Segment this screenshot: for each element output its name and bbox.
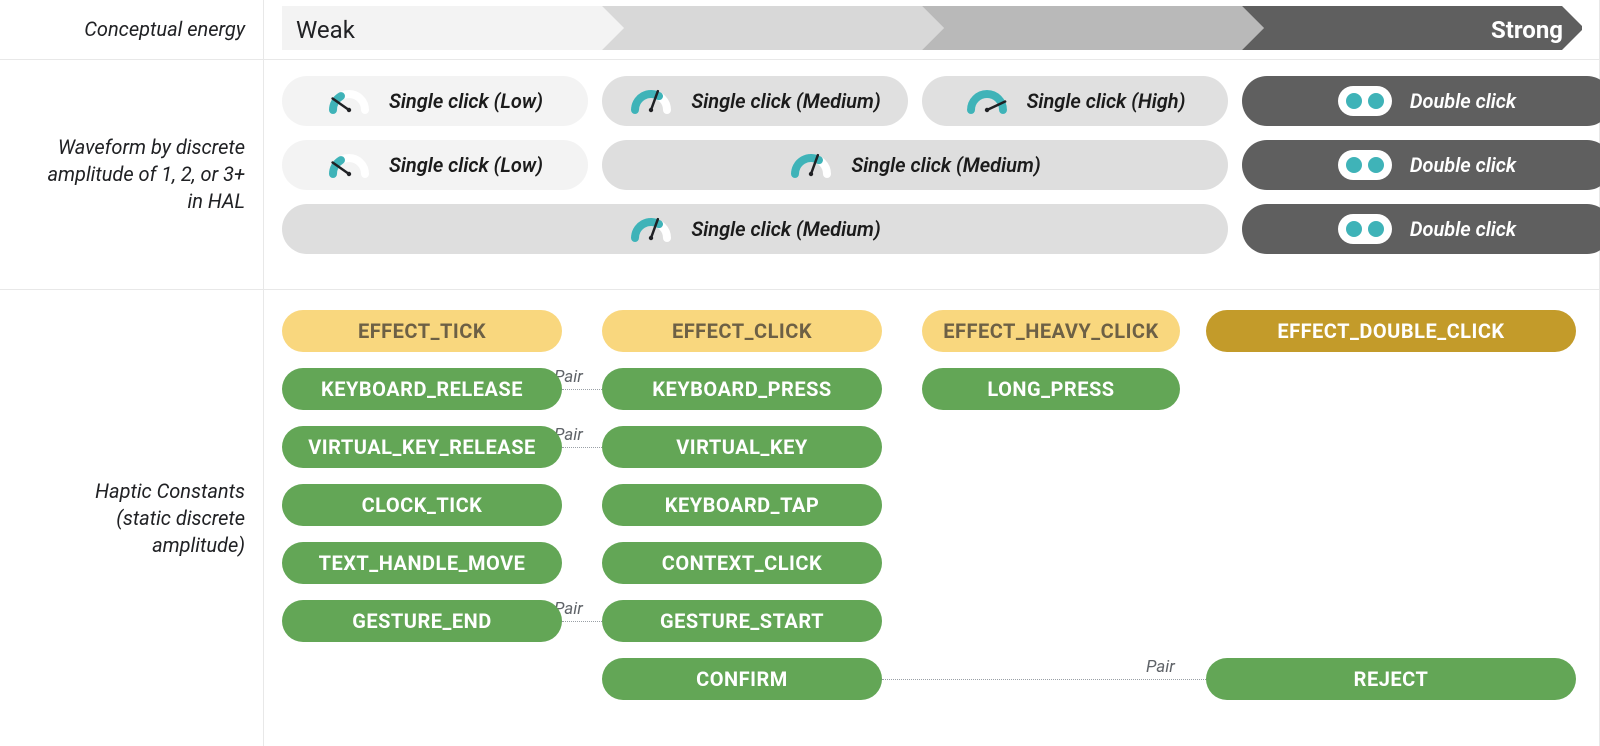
haptic-constant-pill: CONFIRM (602, 658, 882, 700)
scale-strong-label: Strong (1491, 8, 1563, 51)
gauge-icon (629, 86, 673, 116)
row-label-constants: Haptic Constants (static discrete amplit… (0, 290, 264, 746)
double-dots-icon (1338, 86, 1392, 116)
waveform-row: Single click (Medium) Double click (282, 204, 1581, 254)
pair-label: Pair (1146, 657, 1175, 677)
scale-weak-label: Weak (296, 8, 355, 51)
waveform-pill-high: Single click (High) (922, 76, 1228, 126)
waveform-pill-double: Double click (1242, 76, 1600, 126)
waveform-pill-double: Double click (1242, 204, 1600, 254)
gauge-icon (327, 150, 371, 180)
double-dots-icon (1338, 214, 1392, 244)
waveform-pill-label: Single click (Low) (389, 89, 543, 113)
gauge-icon (789, 150, 833, 180)
row-label-waveform-text: Waveform by discrete amplitude of 1, 2, … (36, 134, 245, 215)
waveform-pill-medium: Single click (Medium) (282, 204, 1228, 254)
energy-scale: Weak Strong (264, 0, 1600, 60)
waveform-pill-low: Single click (Low) (282, 76, 588, 126)
haptic-constant-pill: KEYBOARD_PRESS (602, 368, 882, 410)
waveform-pill-label: Double click (1410, 217, 1516, 241)
waveform-pill-label: Single click (Low) (389, 153, 543, 177)
waveform-pill-label: Single click (High) (1027, 89, 1186, 113)
haptic-constant-pill: VIRTUAL_KEY_RELEASE (282, 426, 562, 468)
gauge-icon (629, 214, 673, 244)
haptic-constant-pill: GESTURE_END (282, 600, 562, 642)
waveform-pill-label: Double click (1410, 89, 1516, 113)
row-label-constants-text: Haptic Constants (static discrete amplit… (36, 478, 245, 559)
waveform-pill-medium: Single click (Medium) (602, 140, 1228, 190)
waveform-pill-label: Single click (Medium) (851, 153, 1040, 177)
waveform-pill-double: Double click (1242, 140, 1600, 190)
row-label-waveform: Waveform by discrete amplitude of 1, 2, … (0, 60, 264, 290)
row-label-energy-text: Conceptual energy (84, 16, 245, 43)
pair-connector (882, 679, 1206, 680)
gauge-icon (965, 86, 1009, 116)
waveform-pill-label: Double click (1410, 153, 1516, 177)
energy-scale-svg (282, 6, 1582, 50)
gauge-icon (327, 86, 371, 116)
waveform-pill-label: Single click (Medium) (691, 217, 880, 241)
haptic-constant-pill: LONG_PRESS (922, 368, 1180, 410)
effect-pill: EFFECT_DOUBLE_CLICK (1206, 310, 1576, 352)
constants-area: PairPairPairPairEFFECT_TICKEFFECT_CLICKE… (264, 290, 1600, 746)
haptic-constant-pill: CONTEXT_CLICK (602, 542, 882, 584)
waveform-row: Single click (Low) Single click (Medium) S… (282, 76, 1581, 126)
effect-pill: EFFECT_TICK (282, 310, 562, 352)
haptic-constant-pill: KEYBOARD_TAP (602, 484, 882, 526)
haptic-constant-pill: TEXT_HANDLE_MOVE (282, 542, 562, 584)
waveform-row: Single click (Low) Single click (Medium) D… (282, 140, 1581, 190)
waveform-pill-medium: Single click (Medium) (602, 76, 908, 126)
row-label-energy: Conceptual energy (0, 0, 264, 60)
waveform-pill-label: Single click (Medium) (691, 89, 880, 113)
pair-connector (562, 621, 602, 622)
waveform-pill-low: Single click (Low) (282, 140, 588, 190)
waveform-area: Single click (Low)Single click (Medium)S… (264, 60, 1600, 290)
haptic-constant-pill: REJECT (1206, 658, 1576, 700)
haptic-constant-pill: VIRTUAL_KEY (602, 426, 882, 468)
effect-pill: EFFECT_HEAVY_CLICK (922, 310, 1180, 352)
haptic-constant-pill: GESTURE_START (602, 600, 882, 642)
haptic-constant-pill: KEYBOARD_RELEASE (282, 368, 562, 410)
haptic-constant-pill: CLOCK_TICK (282, 484, 562, 526)
pair-connector (562, 447, 602, 448)
double-dots-icon (1338, 150, 1392, 180)
pair-connector (562, 389, 602, 390)
effect-pill: EFFECT_CLICK (602, 310, 882, 352)
